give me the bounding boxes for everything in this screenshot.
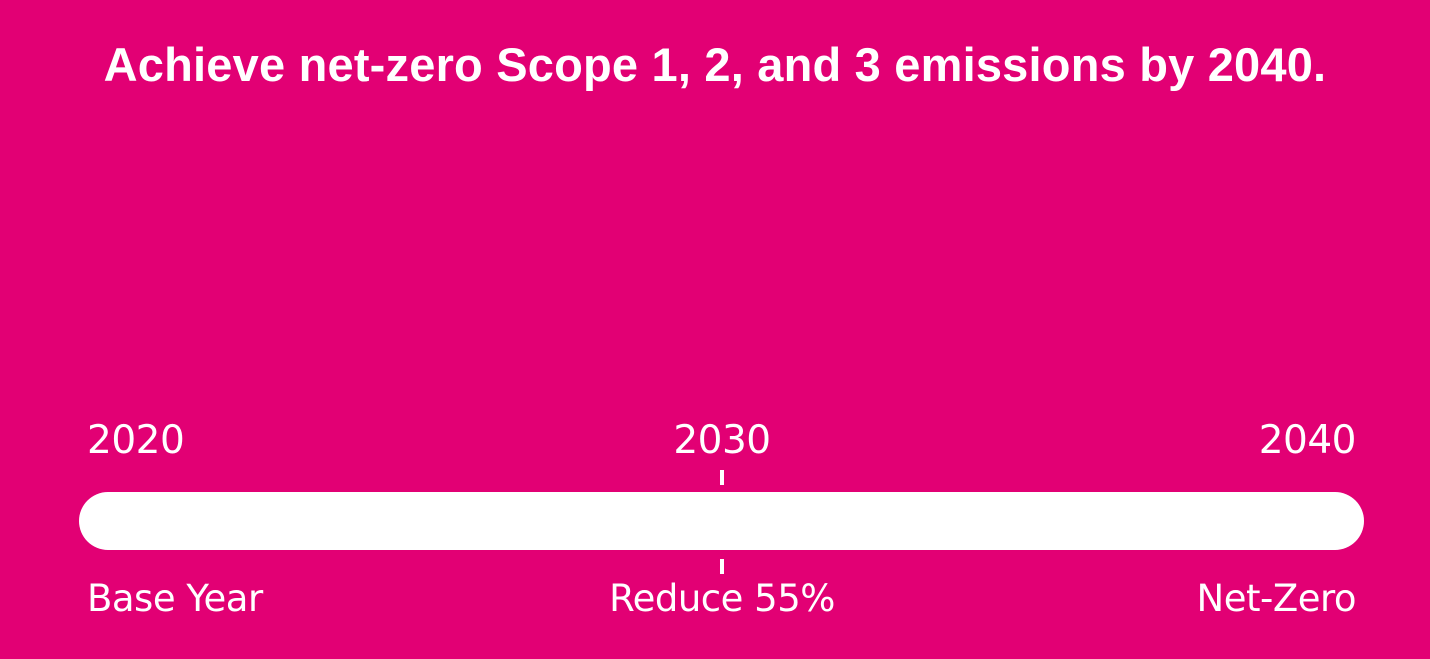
middle-tick-bottom: [720, 559, 724, 574]
middle-tick-top: [720, 470, 724, 485]
start-year: 2020: [87, 418, 185, 463]
headline: Achieve net-zero Scope 1, 2, and 3 emiss…: [103, 38, 1327, 91]
timeline-bar: [79, 492, 1364, 550]
middle-label: Reduce 55%: [609, 577, 835, 620]
end-year: 2040: [1258, 418, 1357, 463]
start-label: Base Year: [87, 577, 263, 620]
middle-year: 2030: [673, 418, 771, 463]
end-label: Net-Zero: [1196, 577, 1357, 620]
